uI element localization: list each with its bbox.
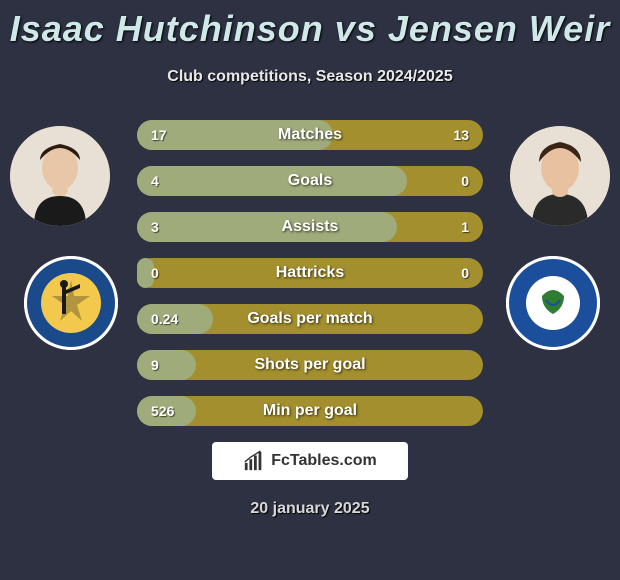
comparison-title: Isaac Hutchinson vs Jensen Weir xyxy=(0,0,620,50)
player-left-avatar xyxy=(10,126,110,226)
stat-label: Assists xyxy=(137,212,483,242)
brand-badge: FcTables.com xyxy=(212,442,408,480)
player-right-avatar xyxy=(510,126,610,226)
stat-label: Min per goal xyxy=(137,396,483,426)
stat-row: 1713Matches xyxy=(137,120,483,150)
stat-label: Goals xyxy=(137,166,483,196)
club-right-badge xyxy=(506,256,600,350)
stat-row: 9Shots per goal xyxy=(137,350,483,380)
brand-text: FcTables.com xyxy=(271,452,377,470)
stat-label: Goals per match xyxy=(137,304,483,334)
stat-row: 0.24Goals per match xyxy=(137,304,483,334)
comparison-subtitle: Club competitions, Season 2024/2025 xyxy=(0,68,620,86)
comparison-date: 20 january 2025 xyxy=(0,500,620,518)
stat-label: Hattricks xyxy=(137,258,483,288)
stat-row: 31Assists xyxy=(137,212,483,242)
stat-label: Matches xyxy=(137,120,483,150)
stat-row: 00Hattricks xyxy=(137,258,483,288)
stat-row: 526Min per goal xyxy=(137,396,483,426)
club-left-badge xyxy=(24,256,118,350)
stat-row: 40Goals xyxy=(137,166,483,196)
chart-icon xyxy=(243,450,265,472)
stats-bars: 1713Matches 40Goals 31Assists 00Hattricks 0.… xyxy=(137,120,483,442)
stat-label: Shots per goal xyxy=(137,350,483,380)
